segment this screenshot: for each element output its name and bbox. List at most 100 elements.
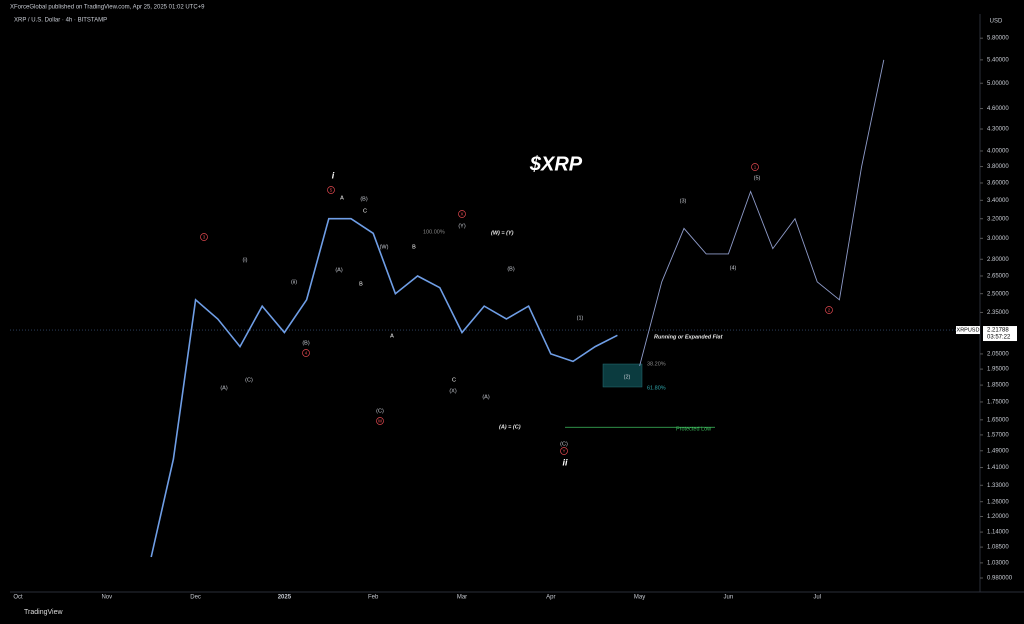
- wave-label: 5: [330, 187, 333, 192]
- y-tick-label: 4.00000: [987, 149, 1009, 155]
- y-tick-label: 1.49000: [987, 448, 1009, 454]
- x-tick-label: Oct: [13, 595, 23, 601]
- annotation: Running or Expanded Flat: [654, 334, 724, 340]
- price-line: [150, 217, 618, 558]
- x-tick-label: May: [634, 595, 645, 601]
- wave-circle: [458, 210, 466, 218]
- x-tick-label: Mar: [457, 595, 467, 601]
- y-tick-label: 1.08500: [987, 545, 1009, 551]
- y-tick-label: 1.20000: [987, 514, 1009, 520]
- annotation: 61.80%: [647, 385, 666, 391]
- annotation: (C): [376, 408, 384, 414]
- wave-circle: [302, 349, 310, 357]
- wave-circle: [376, 417, 384, 425]
- y-tick-label: 1.75000: [987, 400, 1009, 406]
- wave-label: 2: [828, 307, 831, 312]
- y-tick-label: 2.65000: [987, 274, 1009, 280]
- y-tick-label: 1.41000: [987, 465, 1009, 471]
- y-tick-label: 5.40000: [987, 57, 1009, 63]
- wave-circle: [560, 447, 568, 455]
- wave-label: W: [378, 418, 383, 423]
- wave-label: X: [460, 211, 463, 216]
- y-tick-label: 1.33000: [987, 483, 1009, 489]
- annotation: B: [359, 281, 363, 287]
- annotation: (3): [680, 198, 687, 204]
- y-tick-label: 2.50000: [987, 291, 1009, 297]
- subtitle: XRP / U.S. Dollar · 4h · BITSTAMP: [14, 18, 107, 24]
- projection-line: [639, 59, 885, 367]
- annotation: (W): [380, 244, 389, 250]
- y-tick-label: 1.95000: [987, 367, 1009, 373]
- annotation: 100.00%: [423, 229, 445, 235]
- y-tick-label: 3.60000: [987, 181, 1009, 187]
- x-tick-label: Dec: [190, 595, 201, 601]
- annotation: (X): [449, 388, 457, 394]
- annotation: (Y): [458, 223, 466, 229]
- price-box: [983, 326, 1017, 342]
- annotation: (A) = (C): [499, 424, 521, 430]
- y-tick-label: 1.57000: [987, 432, 1009, 438]
- annotation: (2): [624, 374, 631, 380]
- y-tick-label: 1.26000: [987, 499, 1009, 505]
- annotation: i: [332, 170, 335, 180]
- wave-label: 1: [754, 164, 757, 169]
- annotation: A: [340, 195, 344, 201]
- y-tick-label: 3.40000: [987, 198, 1009, 204]
- x-tick-label: 2025: [278, 595, 292, 601]
- wave-label: Y: [562, 448, 565, 453]
- annotation: (B): [360, 196, 368, 202]
- annotation: (W) = (Y): [491, 230, 514, 236]
- symbol-label: XRPUSD: [957, 327, 980, 333]
- symbol-box: [956, 326, 980, 335]
- countdown-label: 03:57:22: [987, 335, 1011, 341]
- annotation: (B): [507, 266, 515, 272]
- annotation: (C): [560, 441, 568, 447]
- wave-label: 4: [305, 350, 308, 355]
- wave-circle: [327, 186, 335, 194]
- wave-circle: [825, 306, 833, 314]
- axis-label: USD: [990, 19, 1003, 25]
- wave-circle: [751, 163, 759, 171]
- header: XForceGlobal published on TradingView.co…: [10, 5, 205, 11]
- chart-title: $XRP: [529, 153, 583, 175]
- y-tick-label: 3.00000: [987, 236, 1009, 242]
- annotation: ii: [562, 457, 568, 467]
- wave-label: 3: [203, 234, 206, 239]
- annotation: (B): [302, 340, 310, 346]
- y-tick-label: 2.80000: [987, 257, 1009, 263]
- annotation: C: [363, 208, 367, 214]
- annotation: (A): [482, 394, 490, 400]
- y-tick-label: 3.20000: [987, 216, 1009, 222]
- annotation: 38.20%: [647, 361, 666, 367]
- y-tick-label: 4.60000: [987, 106, 1009, 112]
- annotation: (C): [245, 377, 253, 383]
- y-tick-label: 5.80000: [987, 36, 1009, 42]
- annotation: (5): [754, 175, 761, 181]
- last-price-label: 2.21788: [987, 328, 1009, 334]
- y-tick-label: 0.980000: [987, 576, 1013, 582]
- annotation: (A): [220, 385, 228, 391]
- annotation: (i): [243, 257, 248, 263]
- protected-low-label: Protected Low: [676, 427, 711, 433]
- x-tick-label: Apr: [546, 595, 555, 601]
- annotation: (ii): [291, 279, 297, 285]
- wave-circle: [200, 233, 208, 241]
- y-tick-label: 5.00000: [987, 81, 1009, 87]
- x-tick-label: Feb: [368, 595, 379, 601]
- annotation: B: [412, 244, 416, 250]
- annotation: (1): [577, 315, 584, 321]
- y-tick-label: 2.05000: [987, 352, 1009, 358]
- y-tick-label: 3.80000: [987, 164, 1009, 170]
- x-tick-label: Jul: [813, 595, 821, 601]
- annotation: A: [390, 333, 394, 339]
- x-tick-label: Nov: [101, 595, 112, 601]
- annotation: C: [452, 377, 456, 383]
- y-tick-label: 2.35000: [987, 310, 1009, 316]
- y-tick-label: 1.65000: [987, 417, 1009, 423]
- fib-zone: [602, 363, 643, 388]
- footer: TradingView: [24, 609, 63, 616]
- y-tick-label: 1.14000: [987, 530, 1009, 536]
